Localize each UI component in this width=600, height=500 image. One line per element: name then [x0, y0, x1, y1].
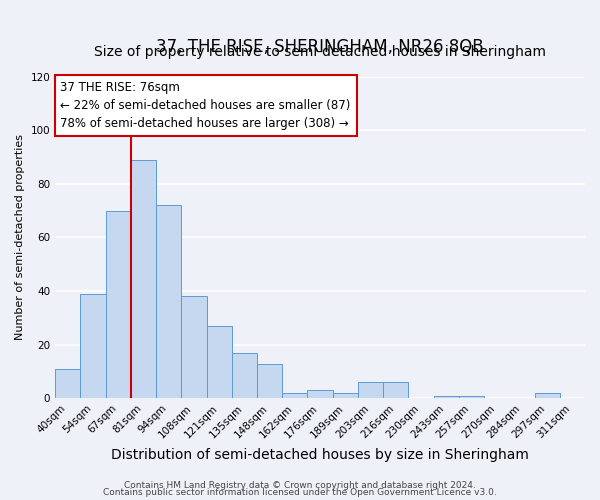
Title: 37, THE RISE, SHERINGHAM, NR26 8QB: 37, THE RISE, SHERINGHAM, NR26 8QB: [156, 38, 484, 56]
Bar: [131, 160, 156, 398]
Bar: [535, 393, 560, 398]
Bar: [55, 369, 80, 398]
Bar: [232, 353, 257, 399]
Text: Size of property relative to semi-detached houses in Sheringham: Size of property relative to semi-detach…: [94, 45, 546, 59]
Bar: [434, 396, 459, 398]
Y-axis label: Number of semi-detached properties: Number of semi-detached properties: [15, 134, 25, 340]
Bar: [156, 206, 181, 398]
Bar: [181, 296, 206, 398]
Text: Contains public sector information licensed under the Open Government Licence v3: Contains public sector information licen…: [103, 488, 497, 497]
Text: 37 THE RISE: 76sqm
← 22% of semi-detached houses are smaller (87)
78% of semi-de: 37 THE RISE: 76sqm ← 22% of semi-detache…: [61, 82, 351, 130]
Bar: [332, 393, 358, 398]
Bar: [206, 326, 232, 398]
Bar: [383, 382, 409, 398]
X-axis label: Distribution of semi-detached houses by size in Sheringham: Distribution of semi-detached houses by …: [111, 448, 529, 462]
Bar: [459, 396, 484, 398]
Bar: [282, 393, 307, 398]
Bar: [106, 210, 131, 398]
Bar: [307, 390, 332, 398]
Bar: [358, 382, 383, 398]
Bar: [80, 294, 106, 399]
Text: Contains HM Land Registry data © Crown copyright and database right 2024.: Contains HM Land Registry data © Crown c…: [124, 480, 476, 490]
Bar: [257, 364, 282, 398]
